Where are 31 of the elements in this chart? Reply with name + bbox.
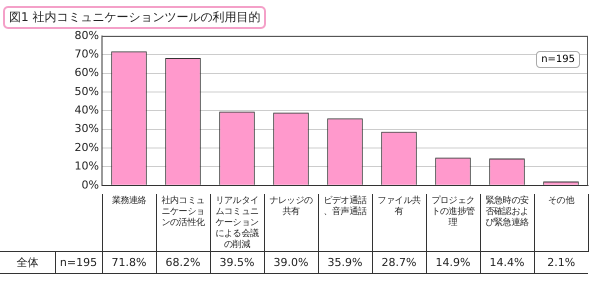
annotation: n=195 <box>536 51 580 68</box>
x-tick-label: その他 <box>534 194 588 252</box>
data-label: 2.1% <box>534 252 588 274</box>
y-tick-label: 10% <box>74 160 99 173</box>
x-tick-label: 社内コミュニケーションの活性化 <box>156 194 210 252</box>
data-label: 71.8% <box>102 252 156 274</box>
text: n=195 <box>55 252 102 274</box>
y-tick-label: 80% <box>74 28 99 42</box>
text: 全体 <box>0 252 55 274</box>
x-tick-label: 緊急時の安否確認および緊急連絡 <box>480 194 534 252</box>
y-tick-label: 0% <box>82 178 99 192</box>
x-tick-label: ビデオ通話、音声通話 <box>318 194 372 252</box>
x-tick-label: プロジェクトの進捗管理 <box>426 194 480 252</box>
y-tick-label: 60% <box>74 66 99 80</box>
data-label: 28.7% <box>372 252 426 274</box>
x-tick-label: リアルタイムコミュニケーションによる会議の削減 <box>210 194 264 252</box>
chart-title: 図1 社内コミュニケーションツールの利用目的 <box>3 6 266 29</box>
data-label: 14.9% <box>426 252 480 274</box>
data-label: 14.4% <box>480 252 534 274</box>
x-tick-label: ファイル共有 <box>372 194 426 252</box>
y-tick-label: 50% <box>74 84 99 98</box>
data-label: 39.5% <box>210 252 264 274</box>
y-tick-label: 20% <box>74 140 99 154</box>
data-label: 35.9% <box>318 252 372 274</box>
y-tick-label: 30% <box>74 122 99 136</box>
y-tick-label: 70% <box>74 48 99 61</box>
y-tick-label: 40% <box>74 104 99 117</box>
x-tick-label: ナレッジの共有 <box>264 194 318 252</box>
data-label: 39.0% <box>264 252 318 274</box>
data-label: 68.2% <box>156 252 210 274</box>
x-tick-label: 業務連絡 <box>102 194 156 252</box>
